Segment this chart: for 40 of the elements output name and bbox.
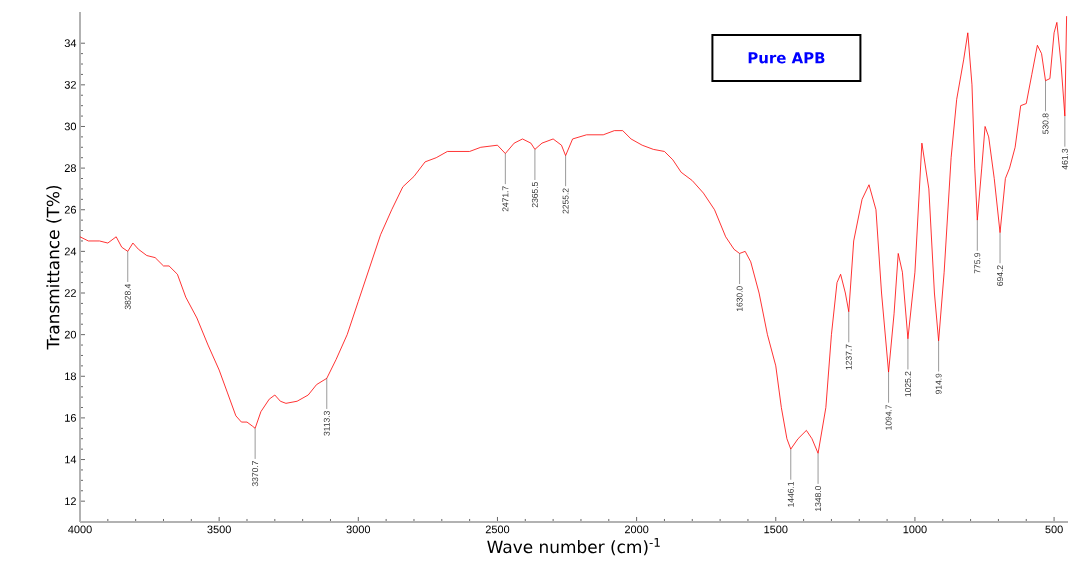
annotation: 1348.0 (815, 485, 822, 511)
y-tick-label: 22 (64, 289, 76, 297)
y-tick-label: 30 (64, 122, 77, 131)
y-tick-label: 32 (64, 80, 76, 89)
annotation: 461.3 (1061, 148, 1068, 170)
y-tick-label: 20 (64, 330, 77, 339)
annotation: 914.9 (935, 373, 942, 395)
x-tick-label: 500 (1045, 525, 1063, 534)
annotation: 2255.2 (562, 188, 569, 214)
y-tick-label: 24 (64, 247, 77, 256)
y-tick-label: 12 (65, 497, 76, 505)
annotation: 1630.0 (736, 286, 743, 312)
annotation: 775.9 (974, 252, 981, 274)
x-tick-label: 4000 (68, 525, 92, 534)
annotation: 1094.7 (885, 404, 892, 430)
y-tick-label: 26 (64, 205, 76, 214)
text: Pure APB (748, 52, 825, 64)
y-tick-label: 16 (65, 414, 76, 422)
x-tick-label: 2000 (624, 525, 649, 534)
x-tick-label: 3000 (346, 525, 371, 534)
x-tick-label: 2500 (485, 525, 510, 534)
y-tick-label: 18 (65, 372, 76, 381)
annotation: 694.2 (997, 265, 1004, 286)
y-tick-label: 14 (65, 455, 77, 464)
annotation: 530.8 (1042, 113, 1049, 134)
annotation: 3828.4 (124, 283, 131, 310)
annotation: 1237.7 (845, 344, 852, 370)
y-axis-title: Transmittance (T%) (46, 185, 62, 350)
x-tick-label: 3500 (207, 525, 231, 534)
x-axis-title: Wave number (cm)$^{-1}$ (487, 538, 660, 556)
annotation: 3370.7 (252, 461, 259, 487)
annotation: 2471.7 (502, 186, 509, 212)
annotation: 1025.2 (904, 371, 911, 397)
x-tick-label: 1000 (903, 525, 927, 534)
y-tick-label: 28 (64, 164, 76, 172)
x-tick-label: 1500 (764, 525, 788, 534)
annotation: 3113.3 (323, 411, 330, 436)
y-tick-label: 34 (64, 39, 77, 48)
annotation: 1446.1 (787, 481, 794, 507)
annotation: 2365.5 (531, 182, 538, 208)
